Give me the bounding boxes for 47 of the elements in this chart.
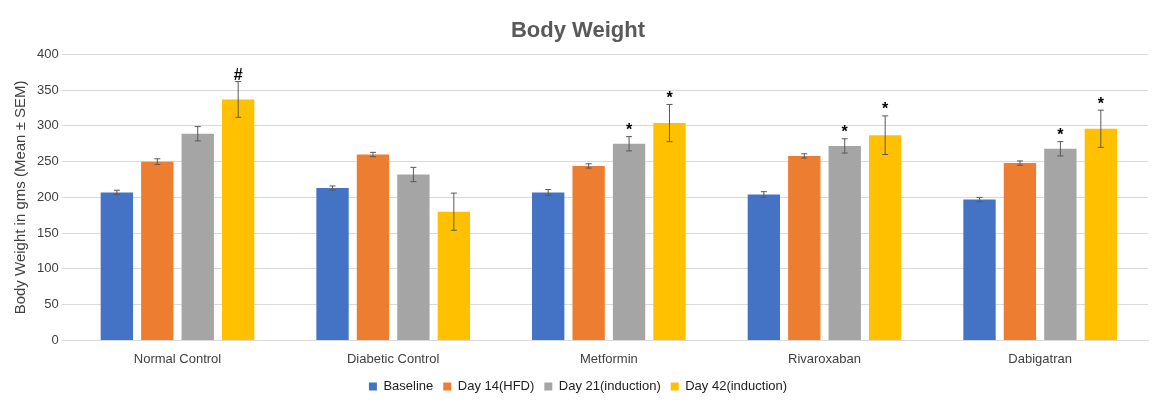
bar: [572, 165, 605, 340]
y-tick-label: 0: [51, 331, 59, 347]
data-label: #: [233, 65, 243, 83]
y-tick-label: 150: [36, 224, 59, 240]
y-tick-label: 300: [36, 117, 59, 133]
x-tick-label: Normal Control: [133, 350, 222, 366]
y-tick-label: 200: [36, 188, 59, 204]
legend-label: Day 14(HFD): [457, 378, 535, 394]
y-tick-label: 50: [44, 296, 59, 312]
bar: [181, 133, 214, 340]
bar: [747, 194, 781, 340]
y-tick-label: 350: [36, 81, 59, 97]
legend-label: Baseline: [383, 378, 434, 394]
x-tick-label: Dabigatran: [1008, 350, 1072, 366]
legend-label: Day 21(induction): [558, 378, 661, 394]
bar: [356, 154, 390, 340]
y-axis-title: Body Weight in gms (Mean ± SEM): [11, 80, 29, 315]
bar: [532, 192, 565, 340]
y-tick-label: 100: [36, 260, 59, 276]
bar: [612, 143, 646, 340]
y-tick-label: 400: [36, 45, 59, 61]
data-label: *: [1097, 94, 1105, 112]
bar: [653, 123, 686, 340]
bar: [828, 145, 861, 340]
data-label: *: [666, 88, 674, 106]
data-label: *: [625, 121, 633, 139]
bar: [397, 174, 430, 340]
bar: [437, 211, 471, 340]
bar: [868, 135, 902, 340]
x-tick-label: Rivaroxaban: [788, 350, 862, 366]
bar: [788, 155, 821, 340]
bar: [141, 161, 174, 340]
bar: [316, 188, 349, 340]
data-label: *: [841, 123, 849, 141]
chart-title: Body Weight: [510, 17, 646, 43]
bar: [1003, 163, 1037, 340]
x-tick-label: Metformin: [579, 350, 638, 366]
x-tick-label: Diabetic Control: [346, 350, 440, 366]
bar: [222, 99, 255, 340]
y-tick-label: 250: [36, 153, 59, 169]
bar: [1044, 148, 1077, 340]
bar: [1084, 128, 1117, 340]
data-label: *: [1057, 126, 1065, 144]
legend-label: Day 42(induction): [685, 378, 788, 394]
data-label: *: [882, 100, 890, 118]
bar: [100, 192, 134, 340]
bar: [963, 199, 996, 340]
